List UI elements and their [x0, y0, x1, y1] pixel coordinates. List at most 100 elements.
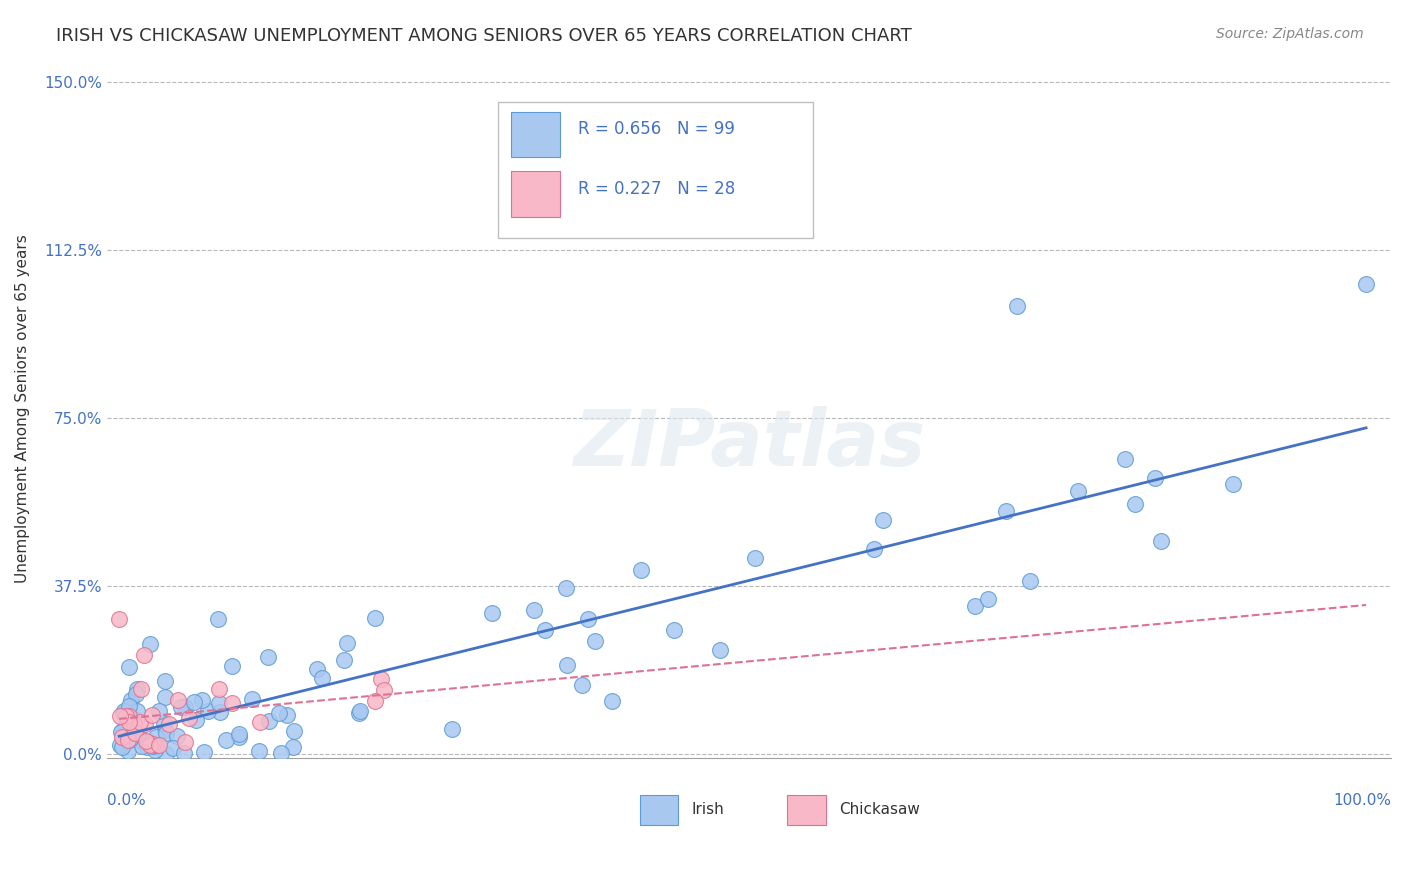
Point	[153, 723, 176, 737]
FancyBboxPatch shape	[499, 102, 813, 238]
Point	[221, 659, 243, 673]
Point	[110, 725, 132, 739]
Point	[571, 678, 593, 692]
Point	[283, 724, 305, 739]
Point	[370, 673, 392, 687]
Point	[349, 704, 371, 718]
Point	[630, 563, 652, 577]
Point	[364, 694, 387, 708]
Point	[117, 733, 139, 747]
FancyBboxPatch shape	[512, 112, 560, 157]
Point	[977, 591, 1000, 606]
Point	[112, 704, 135, 718]
Point	[153, 690, 176, 705]
Point	[157, 716, 180, 731]
FancyBboxPatch shape	[640, 796, 678, 824]
Point	[136, 734, 159, 748]
Point	[166, 729, 188, 743]
Point	[148, 704, 170, 718]
FancyBboxPatch shape	[512, 171, 560, 217]
Point	[115, 708, 138, 723]
Point	[127, 704, 149, 718]
Point	[1019, 574, 1042, 588]
Point	[305, 662, 328, 676]
Point	[125, 687, 148, 701]
Point	[534, 624, 557, 638]
Point	[145, 739, 167, 753]
Point	[127, 682, 149, 697]
Point	[169, 699, 191, 714]
Point	[364, 611, 387, 625]
Text: Source: ZipAtlas.com: Source: ZipAtlas.com	[1216, 27, 1364, 41]
Point	[208, 696, 231, 710]
Point	[136, 739, 159, 754]
Point	[555, 658, 578, 673]
Point	[259, 714, 281, 728]
Point	[249, 714, 271, 729]
Point	[134, 648, 156, 663]
Point	[120, 693, 142, 707]
Point	[145, 731, 167, 745]
Point	[863, 541, 886, 556]
Point	[141, 708, 163, 723]
Point	[600, 694, 623, 708]
Point	[197, 704, 219, 718]
Point	[142, 737, 165, 751]
Point	[283, 739, 305, 754]
Point	[122, 717, 145, 731]
Point	[153, 716, 176, 731]
Point	[173, 747, 195, 761]
Point	[131, 735, 153, 749]
Point	[131, 739, 153, 754]
Point	[111, 706, 134, 720]
Point	[115, 732, 138, 747]
Point	[118, 733, 141, 747]
Point	[134, 716, 156, 731]
Point	[240, 692, 263, 706]
Point	[118, 731, 141, 745]
Point	[1222, 476, 1244, 491]
Point	[1143, 470, 1166, 484]
Point	[349, 706, 371, 721]
Point	[153, 674, 176, 689]
Point	[555, 582, 578, 596]
Point	[125, 713, 148, 727]
Point	[174, 699, 197, 714]
Text: Chickasaw: Chickasaw	[839, 803, 920, 817]
Text: Irish: Irish	[692, 803, 724, 817]
Point	[1355, 277, 1378, 291]
Point	[118, 708, 141, 723]
Point	[1114, 451, 1136, 466]
Point	[215, 733, 238, 747]
Point	[162, 741, 184, 756]
Point	[662, 623, 685, 637]
Point	[276, 708, 298, 723]
Point	[143, 742, 166, 756]
Point	[1123, 498, 1146, 512]
Point	[111, 731, 134, 745]
Point	[110, 738, 132, 752]
Point	[118, 714, 141, 729]
Point	[173, 735, 195, 749]
Point	[122, 725, 145, 739]
Point	[117, 705, 139, 719]
Point	[207, 612, 229, 626]
Text: R = 0.227   N = 28: R = 0.227 N = 28	[578, 180, 735, 198]
Point	[155, 726, 177, 740]
Point	[247, 744, 270, 758]
Point	[127, 727, 149, 741]
Point	[208, 705, 231, 719]
Point	[576, 612, 599, 626]
Point	[333, 653, 356, 667]
Point	[139, 739, 162, 753]
Point	[583, 634, 606, 648]
Point	[120, 731, 142, 746]
Point	[228, 730, 250, 744]
Point	[256, 650, 278, 665]
Point	[228, 727, 250, 741]
Point	[1150, 534, 1173, 549]
Point	[193, 745, 215, 759]
Point	[108, 612, 131, 626]
Point	[110, 739, 132, 754]
Text: 100.0%: 100.0%	[1333, 793, 1391, 808]
